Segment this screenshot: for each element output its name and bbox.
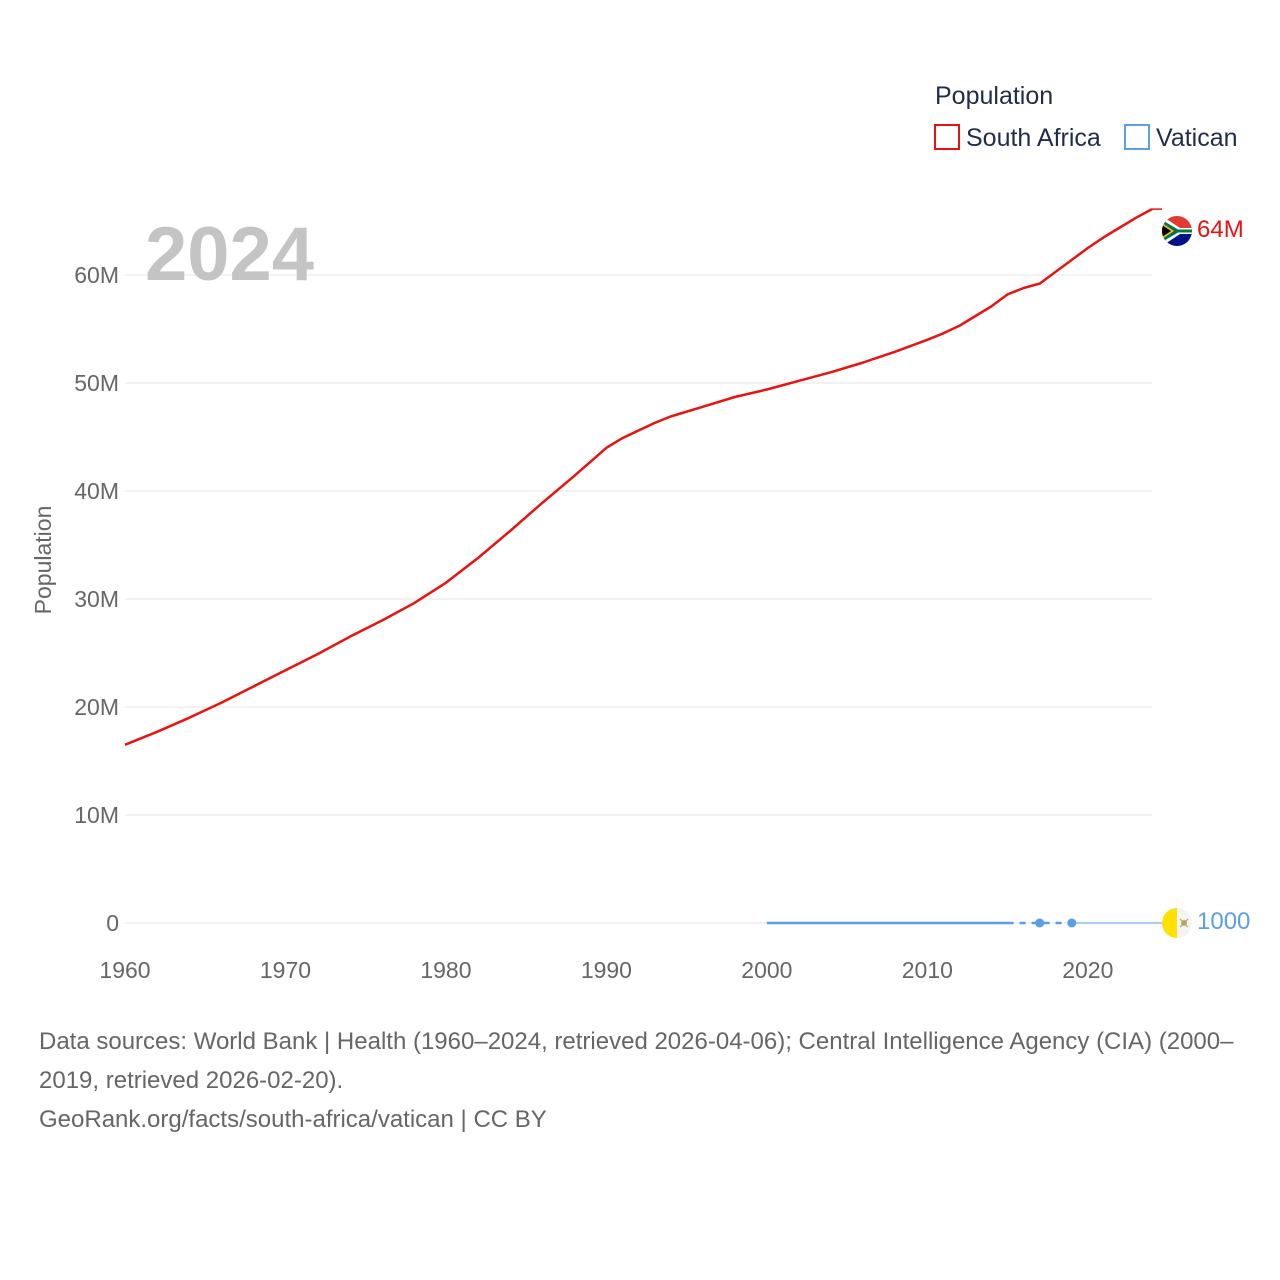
x-tick-label: 1980 [420,957,471,983]
legend-item-vatican[interactable]: Vatican [1124,124,1238,152]
x-tick-label: 1970 [260,957,311,983]
credit-link[interactable]: GeoRank.org/facts/south-africa/vatican |… [39,1106,547,1133]
legend-swatch-south-africa [934,124,960,150]
y-tick-label: 40M [74,478,119,504]
series-line-south-africa[interactable] [124,208,1153,746]
x-tick-label: 2000 [741,957,792,983]
series-layer [124,208,1162,928]
legend[interactable]: Population South Africa Vatican [934,82,1238,152]
grid-lines [125,274,1152,924]
end-label-south-africa: 64M [1197,216,1244,243]
x-tick-label: 2010 [902,957,953,983]
legend-label-vatican: Vatican [1156,124,1238,152]
vatican-data-point[interactable] [1067,918,1077,928]
x-axis-ticks: 1960 1970 1980 1990 2000 2010 2020 [99,957,1113,983]
y-axis-ticks: 0 10M 20M 30M 40M 50M 60M [74,262,119,936]
x-tick-label: 1990 [581,957,632,983]
chart-footer: Data sources: World Bank | Health (1960–… [39,1022,1254,1139]
legend-title: Population [935,82,1053,110]
y-axis-title: Population [30,506,56,615]
y-tick-label: 20M [74,694,119,720]
y-tick-label: 10M [74,802,119,828]
south-africa-flag-icon [1162,216,1192,246]
year-label: 2024 [145,212,314,297]
data-sources-note: Data sources: World Bank | Health (1960–… [39,1028,1234,1094]
y-tick-label: 60M [74,262,119,288]
x-tick-label: 2020 [1062,957,1113,983]
legend-label-south-africa: South Africa [966,124,1101,152]
vatican-flag-icon [1162,908,1192,938]
y-tick-label: 50M [74,370,119,396]
y-tick-label: 30M [74,586,119,612]
legend-item-south-africa[interactable]: South Africa [934,124,1101,152]
x-tick-label: 1960 [99,957,150,983]
end-label-vatican: 1000 [1197,908,1250,935]
y-tick-label: 0 [106,910,119,936]
legend-swatch-vatican [1124,124,1150,150]
vatican-data-point[interactable] [1035,918,1045,928]
